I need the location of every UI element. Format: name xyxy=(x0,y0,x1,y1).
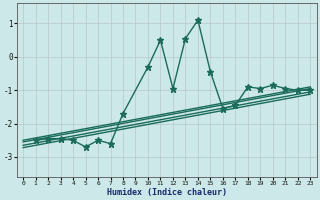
X-axis label: Humidex (Indice chaleur): Humidex (Indice chaleur) xyxy=(107,188,227,197)
